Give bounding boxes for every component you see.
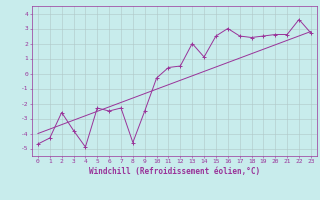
X-axis label: Windchill (Refroidissement éolien,°C): Windchill (Refroidissement éolien,°C)	[89, 167, 260, 176]
